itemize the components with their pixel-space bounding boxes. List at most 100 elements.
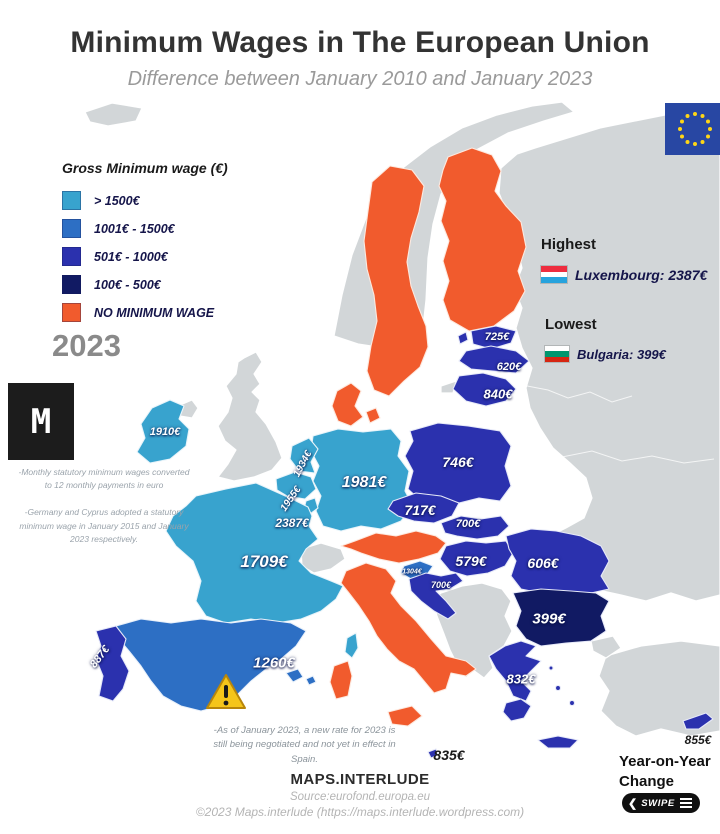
wage-label-slovakia: 700€ — [455, 518, 481, 530]
region-balearic-1 — [285, 668, 304, 683]
lowest-value: Bulgaria: 399€ — [577, 346, 666, 362]
legend-item-mid: 1001€ - 1500€ — [62, 219, 228, 238]
highest-callout: Highest Luxembourg: 2387€ — [541, 236, 708, 284]
country-france — [165, 482, 344, 624]
country-austria — [340, 530, 447, 564]
country-turkey — [598, 640, 720, 737]
wage-label-latvia: 620€ — [496, 361, 522, 373]
region-balearic-2 — [305, 675, 317, 686]
region-turkey-thrace — [590, 635, 622, 659]
legend-swatch-mid — [62, 219, 81, 238]
wage-label-romania: 606€ — [527, 555, 559, 571]
country-czechia — [387, 492, 460, 524]
region-estonia-islands — [457, 331, 469, 345]
lowest-title: Lowest — [545, 316, 597, 333]
wage-label-slovenia: 1304€ — [402, 568, 422, 576]
legend-item-none: NO MINIMUM WAGE — [62, 303, 228, 322]
luxembourg-flag-icon — [541, 266, 567, 284]
region-aegean-island-3 — [548, 665, 554, 671]
legend-item-lowest: 100€ - 500€ — [62, 275, 228, 294]
region-crete — [537, 735, 579, 749]
wage-label-lithuania: 840€ — [483, 386, 513, 402]
bulgaria-flag-icon — [545, 346, 569, 362]
region-aegean-island-2 — [568, 699, 576, 707]
wage-label-hungary: 579€ — [455, 553, 487, 569]
footer-brand: MAPS.INTERLUDE — [290, 771, 430, 788]
region-denmark-islands — [365, 407, 381, 424]
country-cyprus — [682, 712, 714, 730]
country-italy — [340, 562, 477, 694]
page-title: Minimum Wages in The European Union — [70, 26, 650, 59]
footer-copyright: ©2023 Maps.interlude (https://maps.inter… — [195, 805, 525, 819]
region-peloponnese — [502, 698, 532, 722]
wage-label-estonia: 725€ — [484, 331, 510, 343]
footer: MAPS.INTERLUDE Source:eurofond.europa.eu… — [0, 771, 720, 819]
country-denmark — [331, 382, 364, 427]
country-romania — [505, 528, 610, 594]
country-hungary — [439, 540, 514, 577]
country-ireland — [136, 399, 190, 464]
region-sicily — [387, 705, 423, 727]
region-kaliningrad — [440, 380, 457, 394]
note-germany-cyprus: -Germany and Cyprus adopted a statutory … — [19, 507, 189, 544]
region-aegean-island-1 — [554, 684, 562, 692]
wage-label-cyprus: 855€ — [684, 733, 712, 747]
wage-label-ireland: 1910€ — [149, 426, 181, 438]
country-bulgaria — [512, 588, 610, 647]
legend-item-high: > 1500€ — [62, 191, 228, 210]
eu-flag-icon — [665, 103, 720, 155]
country-spain — [115, 618, 307, 712]
wage-label-greece: 832€ — [506, 671, 536, 687]
note-methodology: -Monthly statutory minimum wages convert… — [18, 467, 190, 491]
region-western-balkans — [432, 582, 513, 679]
highest-title: Highest — [541, 236, 597, 253]
legend-item-low: 501€ - 1000€ — [62, 247, 228, 266]
legend-swatch-lowest — [62, 275, 81, 294]
wage-label-croatia: 700€ — [430, 580, 452, 590]
maps-interlude-logo: M — [8, 383, 74, 460]
wage-label-germany: 1981€ — [341, 474, 387, 491]
wage-label-malta: 835€ — [433, 747, 465, 763]
notes-block: -Monthly statutory minimum wages convert… — [16, 466, 192, 560]
country-malta — [427, 748, 439, 759]
legend-swatch-high — [62, 191, 81, 210]
swipe-lines-icon — [679, 798, 692, 808]
country-greece — [488, 640, 542, 702]
region-sardinia — [329, 660, 353, 700]
country-poland — [404, 422, 512, 504]
wage-label-bulgaria: 399€ — [532, 610, 566, 628]
country-iceland — [84, 102, 143, 127]
country-latvia — [458, 345, 530, 374]
legend-swatch-none — [62, 303, 81, 322]
year-on-year-label: Year-on-Year Change — [619, 753, 711, 790]
legend: Gross Minimum wage (€) > 1500€ 1001€ - 1… — [62, 160, 228, 331]
wage-label-luxembourg: 2387€ — [275, 516, 309, 530]
country-lithuania — [452, 372, 517, 407]
country-netherlands — [289, 437, 319, 474]
wage-label-czechia: 717€ — [404, 502, 436, 518]
swipe-button[interactable]: ❮ SWIPE — [622, 793, 700, 813]
country-croatia — [408, 572, 464, 620]
country-portugal — [95, 625, 130, 702]
warning-icon — [204, 672, 248, 717]
lowest-callout: Lowest Bulgaria: 399€ — [545, 316, 666, 362]
legend-title: Gross Minimum wage (€) — [62, 160, 228, 176]
chevron-left-icon: ❮ — [628, 797, 638, 810]
region-corsica — [344, 632, 359, 659]
country-germany — [310, 428, 414, 532]
wage-label-poland: 746€ — [442, 454, 474, 470]
country-united-kingdom — [217, 351, 283, 482]
highest-value: Luxembourg: 2387€ — [575, 266, 708, 283]
page-subtitle: Difference between January 2010 and Janu… — [127, 68, 593, 90]
country-estonia — [470, 325, 517, 350]
footer-source: Source:eurofond.europa.eu — [289, 791, 431, 803]
country-sweden — [363, 165, 429, 397]
wage-label-france: 1709€ — [240, 552, 288, 571]
logo-letter: M — [30, 401, 52, 442]
wage-label-spain: 1260€ — [253, 654, 295, 672]
year-badge: 2023 — [52, 328, 121, 363]
header: Minimum Wages in The European Union Diff… — [0, 26, 720, 91]
warning-text: -As of January 2023, a new rate for 2023… — [213, 725, 396, 765]
